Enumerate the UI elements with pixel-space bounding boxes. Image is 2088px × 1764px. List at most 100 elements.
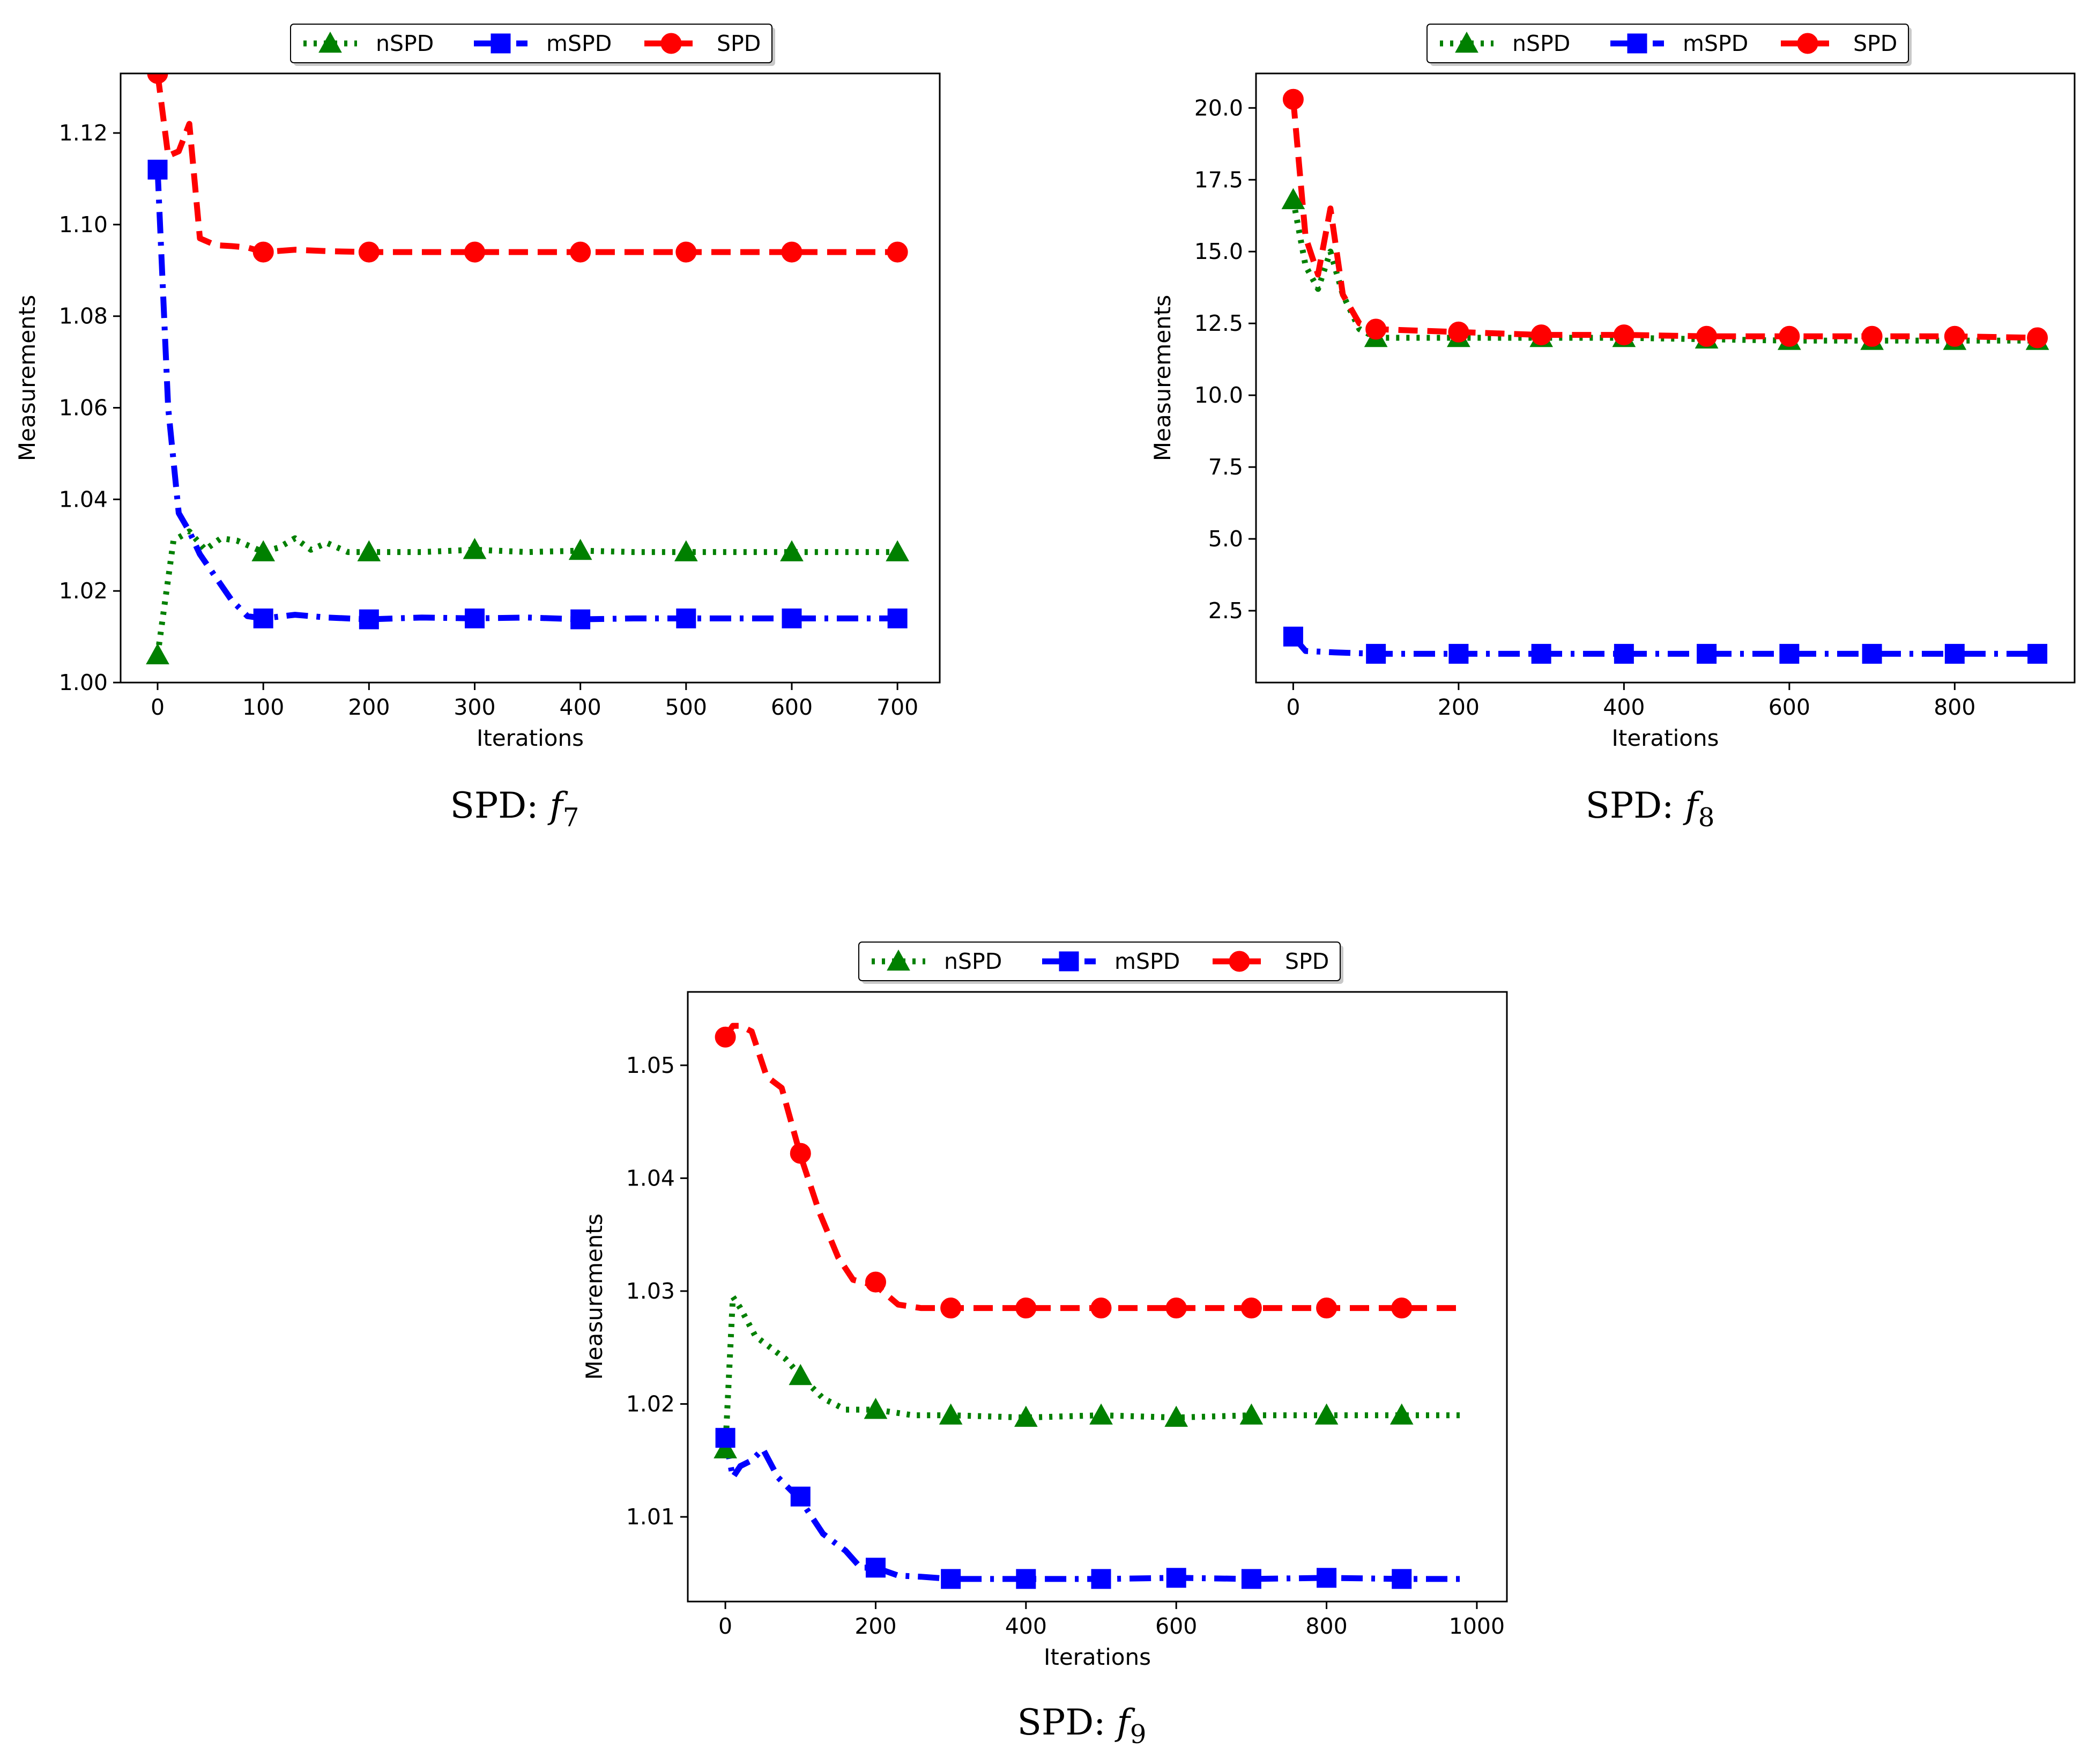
caption-subscript: 9 [1130,1719,1147,1750]
data-point-mSPD [1366,643,1386,664]
plot-frame [687,991,1508,1603]
x-tick-label: 300 [454,694,495,720]
data-point-SPD [675,241,697,263]
legend-swatch-marker-mSPD [491,33,511,54]
plot-area [1256,73,2075,683]
y-tick-label: 1.03 [626,1278,675,1304]
x-tick-label: 200 [854,1613,896,1639]
data-point-SPD [865,1271,886,1293]
series-group [146,73,909,665]
caption-prefix: SPD: [1586,785,1685,826]
legend-swatch-marker-nSPD [887,949,910,971]
data-point-mSPD [1317,1568,1337,1588]
legend-swatch-marker-SPD [660,33,682,54]
series-group [714,1022,1462,1589]
data-point-nSPD [939,1403,963,1425]
x-tick-label: 400 [1005,1613,1047,1639]
legend-label-nSPD: nSPD [944,948,1002,974]
data-point-SPD [1779,325,1800,347]
legend-label-mSPD: mSPD [1683,31,1748,56]
data-point-mSPD [1166,1568,1186,1588]
y-tick-label: 7.5 [1208,454,1243,480]
x-tick-label: 0 [1286,694,1300,720]
data-point-SPD [1613,324,1634,346]
chart-panel-f7: 0 100 200 300 400 500 600 700 1.00 1.02 1.04 1.06 1.… [14,24,941,833]
data-point-nSPD [1089,1403,1113,1425]
data-point-mSPD [715,1428,735,1448]
data-point-nSPD [886,540,909,561]
y-axis-label: Measurements [581,1213,607,1380]
data-point-mSPD [941,1569,961,1589]
data-point-SPD [570,241,591,263]
y-tick-label: 1.02 [59,578,108,604]
x-tick-label: 200 [348,694,390,720]
data-point-SPD [1240,1298,1262,1319]
data-point-SPD [1944,325,1965,347]
series-line-SPD [154,73,898,255]
data-point-nSPD [1281,188,1305,210]
data-point-mSPD [1779,643,1800,664]
y-tick-label: 15.0 [1194,239,1243,264]
y-axis-label: Measurements [14,295,40,461]
panel-caption: SPD: f7 [450,785,579,833]
data-point-mSPD [1862,643,1882,664]
legend-label-nSPD: nSPD [376,31,434,56]
data-point-SPD [1282,88,1304,110]
legend-label-mSPD: mSPD [1114,948,1180,974]
legend: nSPD mSPD SPD [1426,24,1912,66]
y-tick-label: 1.05 [626,1053,675,1078]
y-tick-label: 1.12 [59,120,108,146]
legend-swatch-marker-mSPD [1627,33,1647,54]
data-point-mSPD [1614,643,1634,664]
y-tick-label: 17.5 [1194,167,1243,192]
plot-area [688,992,1507,1602]
caption-subscript: 7 [563,803,579,833]
x-tick-label: 0 [151,694,165,720]
legend-swatch-marker-SPD [1797,33,1818,54]
data-point-mSPD [359,609,379,629]
plot-frame [120,72,941,684]
data-point-nSPD [357,540,381,561]
x-tick-label: 100 [242,694,284,720]
chart-panel-f8: 0 200 400 600 800 2.5 5.0 7.5 10.0 12.5 15.0 17.5 20… [1149,24,2076,833]
y-tick-label: 1.00 [59,670,108,695]
legend-label-SPD: SPD [1853,31,1897,56]
data-point-SPD [781,241,802,263]
plot-frame [1255,72,2076,684]
panel-caption: SPD: f8 [1586,785,1715,833]
y-tick-label: 1.10 [59,212,108,238]
data-point-mSPD [570,609,591,629]
data-point-nSPD [674,540,698,561]
data-point-SPD [1090,1298,1112,1319]
data-point-mSPD [865,1558,886,1578]
data-point-nSPD [1239,1403,1264,1425]
series-line-mSPD [1291,634,2038,657]
data-point-mSPD [790,1486,811,1507]
data-point-SPD [1391,1298,1413,1319]
data-point-mSPD [1944,643,1965,664]
legend: nSPD mSPD SPD [858,942,1343,984]
x-tick-label: 1000 [1449,1613,1505,1639]
data-point-SPD [147,73,168,84]
legend-label-SPD: SPD [1285,948,1329,974]
legend: nSPD mSPD SPD [290,24,775,66]
data-point-mSPD [1697,643,1717,664]
y-tick-label: 10.0 [1194,382,1243,408]
x-axis-label: Iterations [477,725,584,751]
data-point-SPD [2027,327,2048,349]
y-tick-label: 2.5 [1208,598,1243,624]
data-point-mSPD [147,159,168,180]
legend-label-SPD: SPD [717,31,761,56]
plot-area [121,73,940,683]
x-tick-label: 0 [718,1613,732,1639]
data-point-nSPD [146,643,169,665]
data-point-mSPD [2027,643,2048,664]
x-tick-label: 400 [1603,694,1645,720]
data-point-SPD [252,241,274,263]
series-line-mSPD [722,1437,1462,1582]
data-point-SPD [887,241,908,263]
x-tick-label: 600 [1155,1613,1197,1639]
x-tick-label: 400 [560,694,601,720]
x-tick-label: 700 [876,694,918,720]
